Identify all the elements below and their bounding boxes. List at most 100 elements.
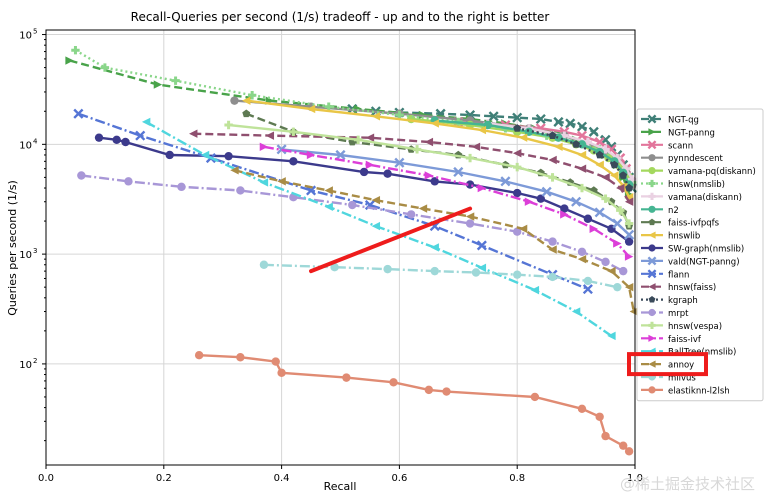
legend-label: mrpt bbox=[668, 309, 689, 319]
watermark: @稀土掘金技术社区 bbox=[619, 475, 755, 493]
data-point bbox=[583, 276, 593, 286]
data-point bbox=[353, 135, 363, 144]
data-point bbox=[582, 284, 593, 295]
data-point bbox=[477, 125, 487, 135]
legend-marker bbox=[648, 128, 656, 136]
data-point bbox=[306, 150, 316, 160]
data-point bbox=[177, 182, 186, 192]
legend-marker bbox=[648, 321, 656, 329]
legend-marker bbox=[648, 167, 656, 175]
data-point bbox=[418, 204, 428, 213]
data-point bbox=[394, 157, 405, 168]
data-point bbox=[619, 266, 628, 276]
legend-marker bbox=[648, 334, 656, 342]
series-line bbox=[199, 354, 630, 453]
x-axis: 0.0 0.2 0.4 0.6 0.8 1.0 bbox=[38, 465, 643, 484]
series-hnsw(faiss) bbox=[189, 129, 634, 206]
data-point bbox=[430, 243, 439, 252]
data-point bbox=[412, 145, 422, 154]
legend-label: kgraph bbox=[668, 296, 698, 306]
legend-entry: annoy bbox=[641, 360, 694, 371]
data-point bbox=[607, 331, 616, 341]
data-point bbox=[619, 171, 628, 179]
y-tick-exponent: 2 bbox=[33, 357, 37, 365]
data-point bbox=[465, 212, 475, 221]
data-point bbox=[595, 412, 604, 421]
legend-entry: kgraph bbox=[641, 296, 698, 306]
legend-entry: mrpt bbox=[641, 308, 689, 319]
data-point bbox=[548, 173, 557, 182]
data-point bbox=[389, 378, 398, 387]
data-point bbox=[624, 229, 635, 240]
plot-frame bbox=[45, 29, 636, 466]
series-BallTree(nmslib) bbox=[141, 117, 616, 341]
data-point bbox=[513, 149, 522, 158]
series-faiss-ivf bbox=[259, 142, 634, 261]
data-point bbox=[513, 270, 522, 279]
data-point bbox=[471, 268, 481, 277]
data-point bbox=[613, 239, 622, 248]
legend-entry: scann bbox=[641, 140, 693, 151]
legend-marker bbox=[648, 386, 656, 394]
legend-label: hnsw(vespa) bbox=[668, 322, 722, 332]
data-point bbox=[71, 46, 80, 55]
data-point bbox=[442, 387, 451, 396]
data-point bbox=[371, 195, 381, 205]
data-point bbox=[477, 263, 487, 273]
data-point bbox=[571, 307, 581, 316]
x-axis-label: Recall bbox=[324, 480, 357, 493]
data-point bbox=[465, 219, 475, 228]
data-point bbox=[553, 116, 564, 127]
series-annoy bbox=[230, 166, 639, 316]
legend-entry: pynndescent bbox=[641, 154, 724, 164]
legend-marker bbox=[647, 114, 657, 124]
data-point bbox=[577, 150, 587, 160]
data-point bbox=[625, 183, 634, 192]
data-point bbox=[594, 207, 605, 218]
series-vald(NGT-panng) bbox=[276, 144, 635, 240]
legend-entry: NGT-qg bbox=[641, 114, 699, 126]
legend-entry: hnsw(nmslib) bbox=[641, 179, 725, 190]
x-tick-label: 0.4 bbox=[274, 473, 290, 484]
data-point bbox=[588, 126, 599, 137]
x-tick-label: 0.8 bbox=[509, 473, 525, 484]
data-point bbox=[383, 169, 392, 178]
data-point bbox=[276, 144, 287, 155]
data-point bbox=[577, 247, 587, 256]
legend-frame bbox=[636, 108, 764, 402]
data-point bbox=[548, 155, 557, 165]
data-point bbox=[430, 266, 439, 276]
x-tick-label: 1.0 bbox=[627, 473, 643, 484]
legend-marker bbox=[648, 360, 656, 368]
data-point bbox=[612, 218, 623, 229]
data-point bbox=[624, 197, 634, 206]
data-point bbox=[560, 210, 569, 219]
data-point bbox=[324, 202, 333, 211]
data-point bbox=[289, 157, 298, 166]
data-point bbox=[548, 237, 557, 246]
data-point bbox=[571, 196, 582, 207]
data-point bbox=[524, 197, 534, 206]
data-point bbox=[548, 272, 557, 282]
data-point bbox=[565, 118, 576, 129]
data-point bbox=[560, 204, 569, 213]
data-point bbox=[424, 171, 434, 180]
data-point bbox=[530, 392, 540, 402]
data-point bbox=[100, 63, 110, 72]
legend-label: hnsw(nmslib) bbox=[668, 180, 725, 190]
data-point bbox=[619, 441, 628, 450]
legend-label: vald(NGT-panng) bbox=[668, 257, 740, 267]
data-point bbox=[589, 224, 598, 234]
data-point bbox=[277, 177, 286, 186]
data-point bbox=[554, 142, 563, 151]
series-kgraph bbox=[513, 124, 634, 192]
legend-label: faiss-ivfpqfs bbox=[668, 219, 720, 229]
data-point bbox=[383, 264, 392, 274]
legend-label: elastiknn-l2lsh bbox=[668, 386, 730, 396]
data-point bbox=[453, 166, 464, 178]
data-point bbox=[259, 260, 269, 269]
data-point bbox=[430, 119, 439, 128]
y-tick-exponent: 4 bbox=[33, 137, 38, 145]
legend-label: hnswlib bbox=[668, 232, 700, 242]
